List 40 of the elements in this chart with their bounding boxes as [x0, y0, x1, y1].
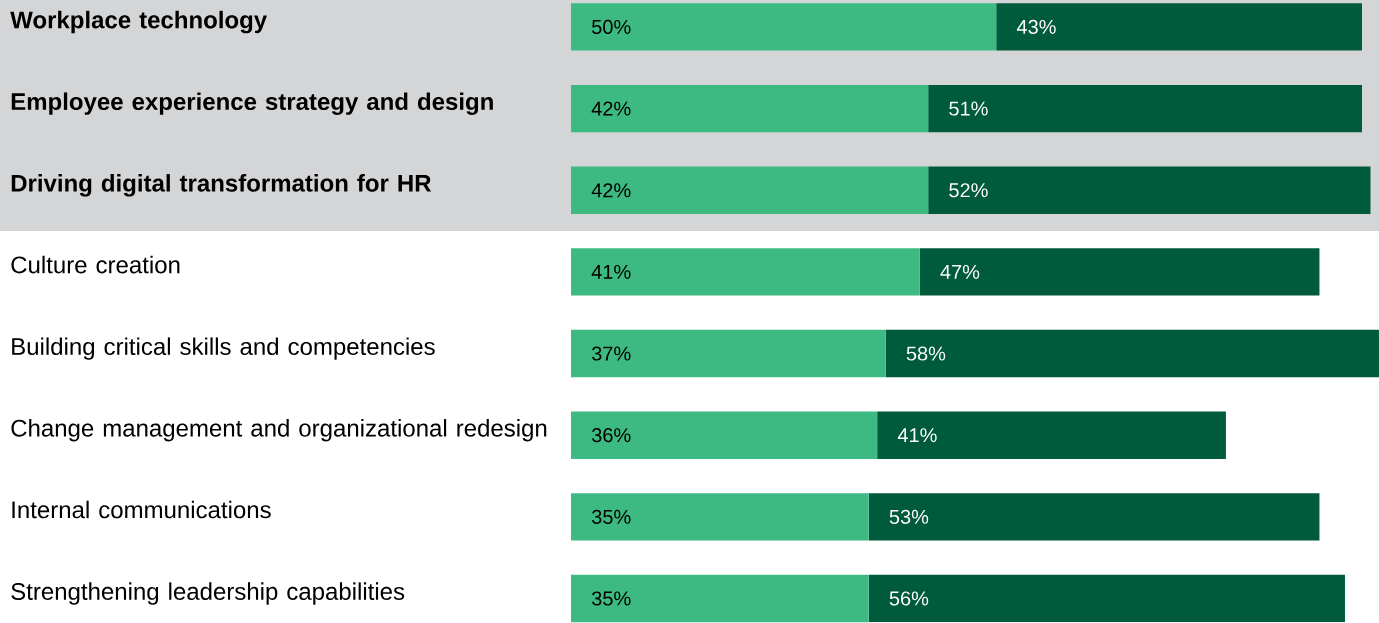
data-label: 36% — [591, 428, 631, 443]
data-label: 42% — [591, 183, 631, 198]
bar — [571, 411, 878, 459]
y-tick-label: Strengthening leadership capabilities — [11, 582, 405, 605]
data-label: 42% — [591, 101, 631, 116]
bar — [919, 248, 1320, 296]
data-label: 43% — [1016, 19, 1056, 34]
y-tick-label: Driving digital transformation for HR — [11, 174, 432, 197]
bar — [571, 574, 869, 623]
bar — [928, 84, 1362, 133]
data-label: 53% — [889, 509, 929, 524]
y-tick-label: Culture creation — [11, 255, 180, 274]
bar — [868, 574, 1345, 623]
bar — [571, 493, 869, 541]
bar — [928, 166, 1371, 214]
data-label: 47% — [940, 264, 980, 279]
bar — [885, 329, 1379, 378]
y-tick-label: Change management and organizational redesign — [11, 419, 547, 442]
bar — [571, 166, 929, 214]
data-label: 56% — [889, 591, 929, 606]
data-label: 41% — [591, 264, 631, 279]
data-label: 50% — [592, 19, 631, 34]
bar — [571, 84, 929, 133]
data-label: 35% — [591, 591, 631, 606]
data-label: 35% — [591, 509, 631, 524]
y-tick-label: Employee experience strategy and design — [11, 92, 493, 115]
data-label: 51% — [949, 101, 988, 116]
bar — [571, 248, 920, 296]
bar — [571, 329, 886, 378]
bar — [868, 493, 1320, 541]
bar — [877, 411, 1226, 459]
y-tick-label: Building critical skills and competencies — [12, 337, 435, 360]
data-label: 41% — [897, 428, 937, 443]
data-label: 37% — [591, 346, 631, 361]
y-tick-label: Workplace technology — [10, 10, 268, 34]
data-label: 52% — [949, 183, 988, 198]
bar — [571, 3, 997, 51]
data-label: 58% — [906, 346, 946, 361]
y-tick-label: Internal communications — [12, 500, 271, 519]
bar — [996, 3, 1362, 51]
